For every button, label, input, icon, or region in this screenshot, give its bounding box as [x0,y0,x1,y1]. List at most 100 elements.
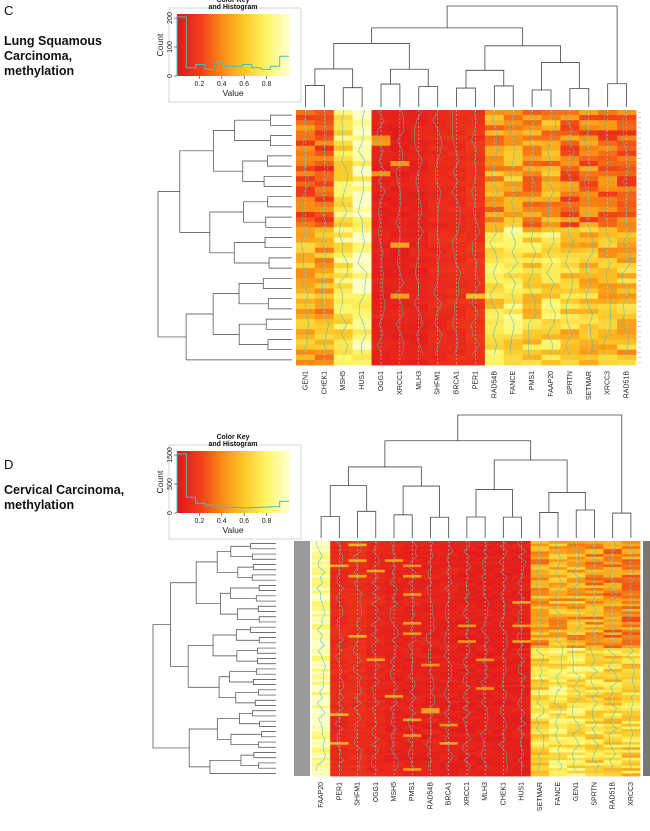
heatmap-cell [314,278,335,284]
heatmap-cell [348,590,368,594]
heatmap-cell [476,687,495,691]
heatmap-cell [348,619,368,623]
heatmap-cell [598,349,618,356]
heatmap-cell [522,201,542,208]
heatmap-cell [476,606,495,610]
heatmap-cell [503,293,524,300]
heatmap-cell [296,181,316,187]
heatmap-cell [352,201,372,208]
heatmap-cell [403,619,422,623]
heatmap-cell [371,242,391,249]
heatmap-cell [403,574,422,578]
heatmap-cell [352,314,372,320]
heatmap-cell [567,718,586,722]
heatmap-cell [548,679,568,683]
heatmap-cell [312,674,331,678]
color-key-band [213,14,217,76]
heatmap-cell [512,755,532,759]
heatmap-cell [348,726,368,730]
color-key-band [235,14,240,76]
heatmap-cell [522,293,542,300]
heatmap-cell [428,181,448,187]
heatmap-cell [330,598,349,602]
heatmap-trace [527,109,537,355]
heatmap-cell [598,130,618,136]
heatmap-cell [503,263,524,269]
heatmap-cell [560,206,580,213]
column-dendrogram-branch [320,516,340,538]
heatmap-cell [348,757,368,761]
heatmap-trace [508,109,519,355]
heatmap-cell [585,702,604,706]
heatmap-cell [312,577,331,581]
heatmap-cell [598,257,618,264]
heatmap-cell [447,314,467,320]
heatmap-cell [621,718,641,722]
heatmap-cell [457,705,477,709]
heatmap-cell [421,689,440,693]
heatmap-cell [384,554,404,558]
heatmap-cell [439,569,459,573]
heatmap-cell [384,590,404,594]
heatmap-cell [484,293,505,300]
heatmap-cell [548,666,568,670]
heatmap-cell [585,666,604,670]
heatmap-cell [530,637,550,641]
heatmap-cell [512,726,532,730]
color-key-band [205,451,209,513]
heatmap-cell [352,334,372,340]
heatmap-cell [476,621,495,625]
color-key-band [261,451,265,513]
color-key-title: Color Key [216,0,249,4]
heatmap-cell [371,201,391,208]
heatmap-cell [296,314,316,320]
heatmap-cell [352,206,372,213]
heatmap-cell [579,145,599,152]
heatmap-cell [352,186,372,192]
heatmap-cell [621,757,641,761]
heatmap-cell [403,757,422,761]
heatmap-cell [548,590,568,594]
heatmap-cell [512,770,532,774]
heatmap-cell [530,734,550,738]
heatmap-cell [567,598,586,602]
heatmap-cell [348,621,368,625]
heatmap-cell [530,742,550,746]
heatmap-cell [579,278,599,284]
row-dendrogram-branch [259,720,276,727]
heatmap-cell [428,242,448,249]
heatmap-cell [366,666,386,670]
row-dendrogram-branch [234,119,271,141]
heatmap-cell [330,606,349,610]
heatmap-cell [439,621,459,625]
heatmap-cell [296,293,316,300]
heatmap-cell [348,679,368,683]
heatmap-cell [403,577,422,581]
heatmap-cell [541,242,561,249]
heatmap-cell [428,110,448,116]
heatmap-cell [366,687,386,691]
heatmap-cell [560,171,580,177]
heatmap-cell [617,115,637,121]
column-label: PER1 [472,371,479,389]
heatmap-cell [439,642,459,646]
heatmap-cell [447,130,467,136]
heatmap-cell [598,334,618,340]
heatmap-cell [603,718,623,722]
heatmap-cell [457,695,477,699]
heatmap-cell [476,770,495,774]
heatmap-cell [476,755,495,759]
heatmap-cell [447,349,467,356]
heatmap-cell [447,201,467,208]
heatmap-cell [312,739,331,743]
heatmap-cell [384,635,404,639]
heatmap-cell [541,293,561,300]
heatmap-cell [314,298,335,305]
heatmap-cell [503,166,524,172]
heatmap-cell [421,679,440,683]
heatmap-cell [585,747,604,751]
heatmap-cell [348,710,368,714]
heatmap-cell [366,554,386,558]
heatmap-cell [439,739,459,743]
heatmap-cell [476,614,495,618]
